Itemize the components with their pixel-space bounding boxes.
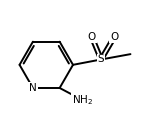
- Text: N: N: [29, 83, 37, 93]
- Text: S: S: [98, 55, 104, 65]
- Text: NH$_2$: NH$_2$: [72, 93, 93, 107]
- Text: O: O: [88, 32, 96, 42]
- Text: O: O: [110, 32, 119, 42]
